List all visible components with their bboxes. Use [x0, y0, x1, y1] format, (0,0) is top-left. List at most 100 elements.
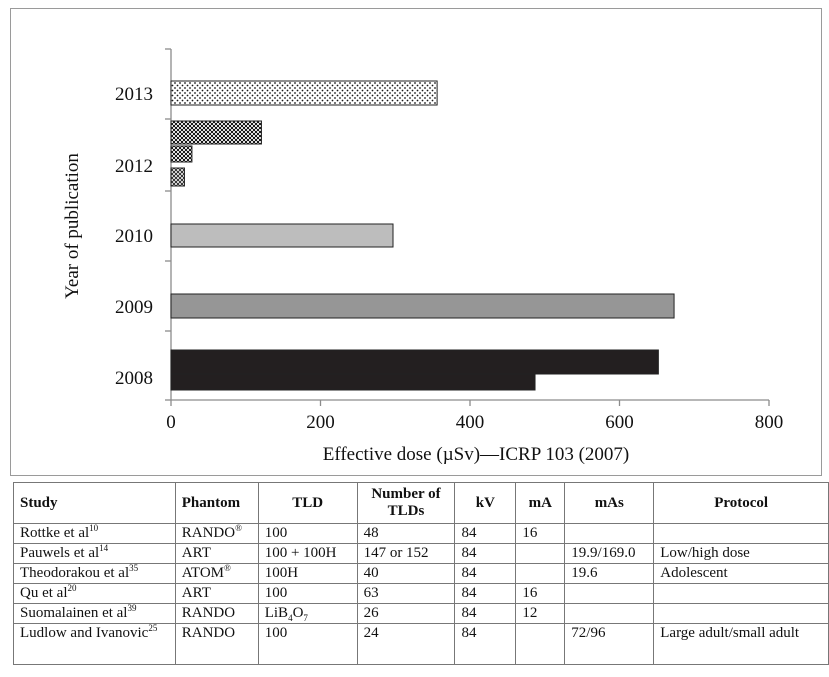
protocol-value: Large adult/small adult	[660, 625, 800, 641]
study-name: Qu et al	[20, 585, 68, 601]
x-tick-label: 200	[306, 412, 335, 433]
cell-tld: 100	[257, 623, 358, 665]
bars	[170, 80, 675, 391]
cell-study: Rottke et al10	[13, 523, 176, 544]
table-row: Rottke et al10 RANDO® 100 48 84 16	[13, 523, 829, 544]
x-tick-label: 0	[166, 412, 176, 433]
tld-type: 100	[264, 625, 288, 641]
cell-tld: LiB4O7	[257, 603, 358, 624]
col-header-protocol: Protocol	[653, 482, 829, 524]
number-of-tlds: 147 or 152	[363, 545, 429, 561]
cell-protocol	[653, 583, 829, 604]
cell-study: Ludlow and Ivanovic25	[13, 623, 176, 665]
study-table-container: Study Phantom TLD Number of TLDs kV mA m…	[13, 482, 829, 677]
registered-mark: ®	[235, 523, 242, 533]
registered-mark: ®	[224, 563, 231, 573]
bar-2012	[170, 120, 262, 145]
cell-mas: 19.9/169.0	[564, 543, 655, 564]
number-of-tlds: 48	[363, 525, 379, 541]
cell-phantom: ATOM®	[174, 563, 259, 584]
number-of-tlds: 40	[363, 565, 379, 581]
study-name: Rottke et al	[20, 525, 90, 541]
cell-study: Suomalainen et al39	[13, 603, 176, 624]
reference-number: 35	[129, 563, 139, 573]
bar-2008	[170, 373, 536, 391]
cell-protocol: Large adult/small adult	[653, 623, 829, 665]
x-tick-label: 800	[755, 412, 784, 433]
cell-number-of-tlds: 26	[356, 603, 456, 624]
cell-mas: 72/96	[564, 623, 655, 665]
cell-tld: 100 + 100H	[257, 543, 358, 564]
kv-value: 84	[461, 565, 477, 581]
cell-kv: 84	[454, 603, 517, 624]
cell-protocol	[653, 603, 829, 624]
phantom-name: ART	[181, 545, 211, 561]
cell-ma	[515, 543, 566, 564]
col-header-ma: mA	[515, 482, 566, 524]
kv-value: 84	[461, 605, 477, 621]
bar-2010	[170, 223, 394, 248]
y-axis-title: Year of publication	[62, 153, 83, 299]
kv-value: 84	[461, 525, 477, 541]
cell-ma	[515, 623, 566, 665]
table-header-row: Study Phantom TLD Number of TLDs kV mA m…	[13, 482, 829, 524]
cell-phantom: RANDO	[174, 603, 259, 624]
cell-kv: 84	[454, 623, 517, 665]
cell-kv: 84	[454, 583, 517, 604]
col-header-kv: kV	[454, 482, 517, 524]
ma-value: 12	[522, 605, 538, 621]
cell-ma	[515, 563, 566, 584]
ma-value: 16	[522, 585, 538, 601]
reference-number: 14	[99, 543, 109, 553]
y-tick-label: 2008	[115, 368, 153, 389]
cell-number-of-tlds: 48	[356, 523, 456, 544]
cell-mas	[564, 603, 655, 624]
col-header-phantom: Phantom	[174, 482, 259, 524]
cell-number-of-tlds: 40	[356, 563, 456, 584]
cell-phantom: RANDO®	[174, 523, 259, 544]
number-of-tlds: 63	[363, 585, 379, 601]
cell-tld: 100	[257, 523, 358, 544]
reference-number: 20	[67, 583, 77, 593]
cell-ma: 16	[515, 583, 566, 604]
phantom-name: RANDO	[181, 625, 236, 641]
bar-2008	[170, 349, 659, 375]
tld-type: 100H	[264, 565, 299, 581]
tick-labels: 0 200 400 600 800 2008 2009 2010 2012 2013	[115, 84, 783, 433]
kv-value: 84	[461, 625, 477, 641]
y-tick-label: 2010	[115, 226, 153, 247]
chart-frame: 0 200 400 600 800 2008 2009 2010 2012 2013 Effect…	[10, 8, 822, 476]
phantom-name: RANDO	[181, 605, 236, 621]
kv-value: 84	[461, 545, 477, 561]
number-of-tlds: 26	[363, 605, 379, 621]
col-header-mas: mAs	[564, 482, 655, 524]
cell-number-of-tlds: 24	[356, 623, 456, 665]
study-name: Theodorakou et al	[20, 565, 130, 581]
cell-mas	[564, 523, 655, 544]
phantom-name: RANDO	[181, 525, 236, 541]
tld-type: LiB	[264, 605, 289, 621]
study-name: Pauwels et al	[20, 545, 100, 561]
table-row: Pauwels et al14 ART 100 + 100H 147 or 152 84…	[13, 543, 829, 564]
y-tick-label: 2013	[115, 84, 153, 105]
number-of-tlds: 24	[363, 625, 379, 641]
cell-study: Qu et al20	[13, 583, 176, 604]
mas-value: 72/96	[571, 625, 606, 641]
col-header-tld: TLD	[257, 482, 358, 524]
cell-phantom: RANDO	[174, 623, 259, 665]
phantom-name: ART	[181, 585, 211, 601]
kv-value: 84	[461, 585, 477, 601]
bar-2012	[170, 167, 185, 187]
dose-bar-chart: 0 200 400 600 800 2008 2009 2010 2012 2013 Effect…	[62, 48, 783, 465]
study-name: Suomalainen et al	[20, 605, 128, 621]
col-header-study: Study	[13, 482, 176, 524]
reference-number: 25	[148, 623, 158, 633]
protocol-value: Adolescent	[660, 565, 728, 581]
tld-subscript: 7	[303, 613, 308, 623]
cell-number-of-tlds: 147 or 152	[356, 543, 456, 564]
cell-mas: 19.6	[564, 563, 655, 584]
tld-type: 100 + 100H	[264, 545, 337, 561]
cell-kv: 84	[454, 563, 517, 584]
col-header-number-of-tlds: Number of TLDs	[356, 482, 456, 524]
table-row: Ludlow and Ivanovic25 RANDO 100 24 84 72/96 La…	[13, 623, 829, 665]
